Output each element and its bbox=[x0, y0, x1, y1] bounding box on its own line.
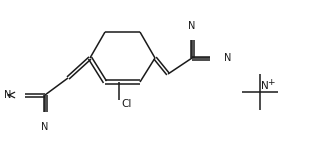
Text: N: N bbox=[261, 81, 269, 91]
Text: N: N bbox=[4, 90, 11, 100]
Text: N: N bbox=[41, 122, 49, 132]
Text: +: + bbox=[267, 78, 275, 87]
Text: N: N bbox=[224, 53, 231, 63]
Text: N: N bbox=[188, 21, 196, 31]
Text: Cl: Cl bbox=[121, 99, 131, 109]
